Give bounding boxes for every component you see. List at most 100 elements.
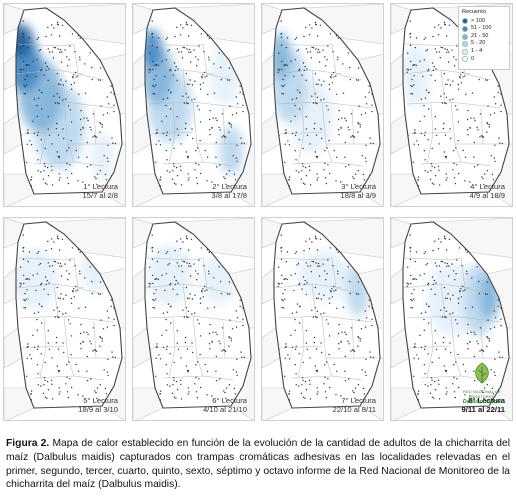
trap-dot bbox=[304, 65, 306, 68]
trap-dot bbox=[335, 249, 338, 251]
trap-dot bbox=[317, 48, 320, 51]
trap-dot bbox=[406, 285, 408, 287]
trap-dot bbox=[312, 316, 315, 318]
trap-dot bbox=[482, 350, 485, 352]
trap-dot bbox=[150, 158, 153, 160]
trap-dot bbox=[221, 136, 223, 138]
trap-dot bbox=[316, 173, 318, 175]
trap-dot bbox=[413, 298, 415, 300]
trap-dot bbox=[281, 306, 283, 309]
trap-dot bbox=[369, 351, 371, 353]
trap-dot bbox=[70, 139, 72, 142]
trap-dot bbox=[161, 120, 163, 123]
trap-dot bbox=[477, 129, 479, 131]
trap-dot bbox=[228, 345, 230, 347]
trap-dot bbox=[481, 349, 484, 352]
trap-dot bbox=[490, 369, 492, 371]
trap-dot bbox=[336, 307, 338, 309]
trap-dot bbox=[417, 390, 420, 392]
trap-dot bbox=[296, 89, 299, 91]
trap-dot bbox=[363, 393, 366, 395]
trap-dot bbox=[417, 399, 420, 401]
department-border bbox=[196, 143, 204, 163]
trap-dot bbox=[101, 126, 103, 128]
trap-dot bbox=[60, 79, 62, 81]
legend-swatch bbox=[462, 33, 468, 40]
trap-dot bbox=[62, 99, 64, 101]
map-svg bbox=[262, 218, 383, 420]
trap-dot bbox=[284, 143, 286, 145]
trap-dot bbox=[357, 79, 359, 81]
trap-dot bbox=[287, 140, 289, 142]
trap-dot bbox=[84, 277, 86, 279]
trap-dot bbox=[308, 34, 311, 36]
trap-dot bbox=[328, 297, 331, 300]
trap-dot bbox=[300, 178, 303, 180]
trap-dot bbox=[309, 357, 311, 359]
trap-dot bbox=[298, 139, 300, 141]
trap-dot bbox=[50, 248, 53, 250]
trap-dot bbox=[443, 235, 446, 237]
trap-dot bbox=[155, 289, 157, 291]
trap-dot bbox=[447, 293, 449, 295]
trap-dot bbox=[61, 24, 64, 26]
trap-dot bbox=[208, 270, 210, 272]
trap-dot bbox=[432, 35, 434, 38]
trap-dot bbox=[455, 59, 457, 61]
trap-dot bbox=[173, 147, 175, 150]
trap-dot bbox=[170, 322, 172, 324]
trap-dot bbox=[69, 164, 71, 166]
trap-dot bbox=[150, 372, 153, 374]
trap-dot bbox=[368, 85, 370, 87]
trap-dot bbox=[473, 380, 476, 382]
trap-dot bbox=[194, 312, 196, 314]
trap-dot bbox=[78, 93, 80, 96]
trap-dot bbox=[151, 247, 153, 249]
trap-dot bbox=[67, 105, 70, 107]
trap-dot bbox=[58, 370, 61, 372]
trap-dot bbox=[91, 78, 94, 81]
trap-dot bbox=[201, 291, 203, 293]
trap-dot bbox=[327, 45, 329, 47]
trap-dot bbox=[431, 165, 433, 167]
trap-dot bbox=[59, 262, 62, 265]
trap-dot bbox=[90, 378, 92, 380]
department-border bbox=[460, 257, 492, 295]
trap-dot bbox=[365, 317, 368, 319]
trap-dot bbox=[318, 275, 321, 277]
trap-dot bbox=[77, 35, 80, 37]
trap-dot bbox=[325, 182, 328, 185]
trap-dot bbox=[324, 162, 326, 165]
trap-dot bbox=[494, 103, 497, 105]
trap-dot bbox=[157, 278, 159, 281]
trap-dot bbox=[37, 131, 39, 133]
lectura-dates: 9/11 al 22/11 bbox=[461, 405, 506, 414]
trap-dot bbox=[458, 172, 460, 175]
trap-dot bbox=[433, 65, 435, 68]
trap-dot bbox=[221, 113, 224, 115]
trap-dot bbox=[172, 74, 174, 76]
trap-dot bbox=[430, 288, 432, 290]
trap-dot bbox=[154, 64, 156, 66]
trap-dot bbox=[38, 303, 41, 305]
trap-dot bbox=[432, 283, 434, 285]
trap-dot bbox=[412, 278, 414, 280]
trap-dot bbox=[89, 126, 91, 128]
trap-dot bbox=[302, 361, 304, 364]
trap-dot bbox=[180, 398, 183, 400]
trap-dot bbox=[286, 278, 288, 281]
trap-dot bbox=[357, 293, 359, 295]
trap-dot bbox=[445, 173, 447, 175]
trap-dot bbox=[111, 50, 114, 52]
trap-dot bbox=[434, 116, 436, 118]
trap-dot bbox=[22, 380, 24, 382]
trap-dot bbox=[440, 260, 442, 263]
trap-dot bbox=[173, 165, 175, 167]
trap-dot bbox=[328, 88, 331, 90]
trap-dot bbox=[295, 131, 297, 133]
trap-dot bbox=[39, 263, 42, 265]
trap-dot bbox=[173, 396, 176, 398]
trap-dot bbox=[437, 248, 440, 250]
trap-dot bbox=[104, 387, 107, 390]
panel-label: 3° Lectura 18/8 al 3/9 bbox=[341, 182, 376, 200]
